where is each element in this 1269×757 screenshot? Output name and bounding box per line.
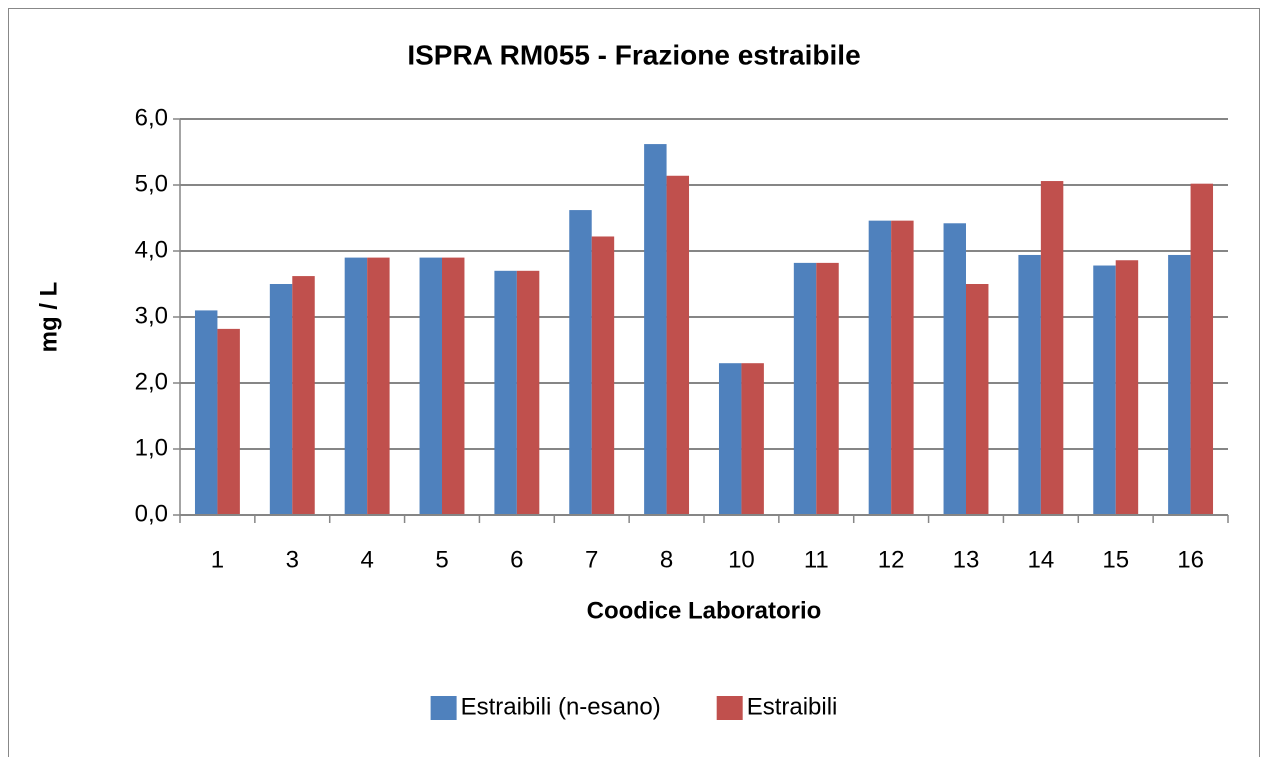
bar (494, 270, 517, 515)
x-tick-label: 12 (878, 546, 905, 573)
y-tick-label: 0,0 (135, 500, 168, 527)
bar (816, 262, 839, 515)
bar (516, 270, 540, 515)
x-tick-label: 11 (804, 546, 829, 573)
bar (442, 257, 465, 515)
x-tick-label: 5 (435, 546, 448, 573)
bar (292, 276, 315, 515)
y-axis-label: mg / L (35, 282, 62, 353)
legend-item: Estraibili (n-esano) (430, 693, 661, 720)
x-tick-label: 3 (286, 546, 299, 573)
bar (194, 310, 218, 515)
bar (741, 363, 764, 515)
x-tick-label: 6 (510, 546, 523, 573)
bar (644, 144, 667, 515)
x-tick-label: 14 (1028, 546, 1055, 573)
bar (891, 220, 914, 515)
bar (367, 257, 390, 515)
bar (793, 262, 817, 515)
bar (1115, 260, 1139, 515)
y-tick-label: 6,0 (135, 104, 168, 131)
y-tick-label: 1,0 (135, 434, 168, 461)
y-tick-label: 5,0 (135, 170, 168, 197)
bar (718, 363, 742, 515)
x-tick-label: 16 (1177, 546, 1204, 573)
bar (217, 328, 240, 515)
legend-swatch (430, 696, 457, 720)
legend-swatch (716, 696, 743, 720)
y-tick-label: 4,0 (135, 236, 168, 263)
x-tick-label: 7 (585, 546, 598, 573)
x-tick-label: 4 (360, 546, 373, 573)
legend-label: Estraibili (747, 693, 838, 720)
x-tick-label: 10 (728, 546, 755, 573)
y-tick-label: 3,0 (135, 302, 168, 329)
bar (1040, 181, 1064, 516)
bar (569, 210, 592, 515)
legend-item: Estraibili (716, 693, 838, 720)
bar (966, 284, 989, 515)
bar (1093, 265, 1116, 515)
x-tick-label: 13 (953, 546, 980, 573)
x-tick-label: 15 (1102, 546, 1129, 573)
x-axis-label: Coodice Laboratorio (587, 597, 822, 624)
bar (269, 284, 293, 515)
legend-label: Estraibili (n-esano) (461, 693, 661, 720)
x-tick-label: 8 (660, 546, 673, 573)
bar (591, 236, 615, 516)
bar (1168, 254, 1191, 515)
x-tick-label: 1 (211, 546, 224, 573)
bar (666, 175, 690, 515)
bar (344, 257, 368, 515)
chart-title: ISPRA RM055 - Frazione estraibile (407, 39, 860, 70)
bar (1018, 254, 1041, 515)
bar (1190, 183, 1214, 515)
bar (943, 223, 966, 515)
bar (868, 220, 892, 515)
bar (419, 257, 442, 515)
y-tick-label: 2,0 (135, 368, 168, 395)
